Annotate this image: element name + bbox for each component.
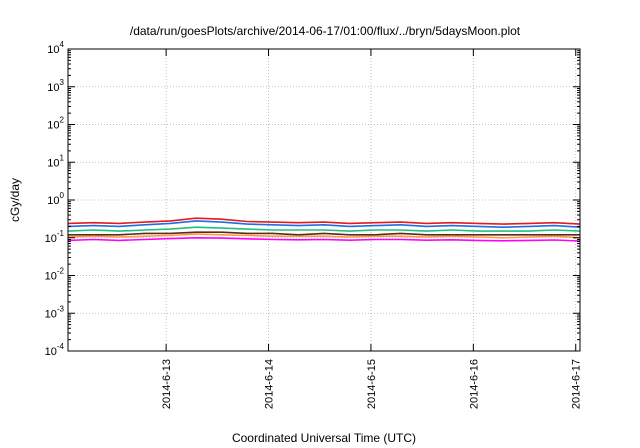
y-tick-label: 100 [47,191,64,207]
y-tick-label: 10-4 [45,342,65,358]
x-tick-label: 2014-6-17 [571,359,583,409]
chart-title: /data/run/goesPlots/archive/2014-06-17/0… [130,24,521,38]
series-line-4 [68,231,580,236]
series-line-5 [67,233,581,239]
x-tick-label: 2014-6-16 [468,359,480,409]
y-tick-label: 104 [47,40,64,56]
x-tick-labels: 2014-6-13 2014-6-14 2014-6-15 2014-6-16 2014… [161,359,583,409]
y-tick-label: 10-1 [45,229,65,245]
y-tick-labels: 10-4 10-3 10-2 10-1 100 101 102 103 104 [45,40,65,358]
y-tick-label: 101 [47,153,64,169]
x-tick-label: 2014-6-14 [264,359,276,409]
y-tick-label: 103 [47,78,64,94]
series-line-1 [67,217,581,225]
ticks [68,48,580,352]
y-tick-label: 10-3 [45,304,65,320]
x-tick-label: 2014-6-13 [161,359,173,409]
grid [68,49,580,351]
y-tick-label: 102 [47,116,64,132]
x-tick-label: 2014-6-15 [366,359,378,409]
series-group [67,217,581,242]
series-line-3 [67,226,581,232]
y-tick-label: 10-2 [45,267,65,283]
series-line-2 [67,220,581,228]
y-axis-label: cGy/day [8,178,22,222]
x-axis-label: Coordinated Universal Time (UTC) [232,431,416,445]
series-line-6 [67,237,581,242]
